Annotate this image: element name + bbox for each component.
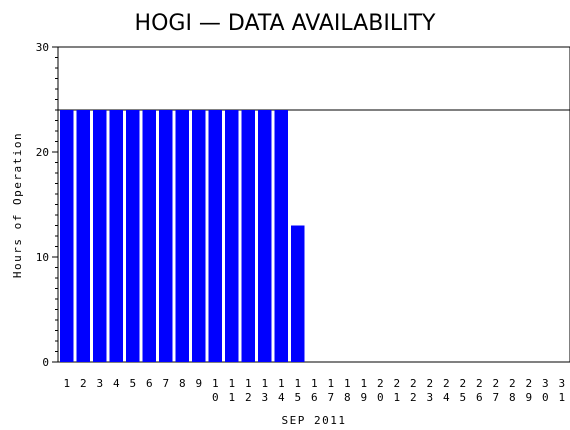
x-tick-label: 1 — [63, 377, 70, 390]
x-axis-label: SEP 2011 — [282, 414, 347, 427]
x-tick-label: 5 — [129, 377, 136, 390]
x-tick-label: 2 — [80, 377, 87, 390]
y-tick-label: 10 — [36, 251, 49, 264]
x-tick-label: 3 — [96, 377, 103, 390]
y-tick-label: 30 — [36, 41, 49, 54]
bar-day-13 — [258, 110, 272, 362]
y-tick-label: 20 — [36, 146, 49, 159]
bar-day-15 — [291, 225, 305, 362]
bar-day-3 — [93, 110, 107, 362]
bar-day-6 — [142, 110, 156, 362]
x-tick-label: 8 — [179, 377, 186, 390]
bar-day-8 — [175, 110, 189, 362]
bar-day-2 — [76, 110, 90, 362]
bar-day-4 — [109, 110, 123, 362]
y-tick-label: 0 — [42, 356, 49, 369]
x-axis: 1 2 3 4 5 6 7 8 9 1 01 11 21 31 41 51 61 71 81 92 02 12 22 32 42… — [63, 377, 565, 404]
bar-day-5 — [126, 110, 140, 362]
y-axis-label: Hours of Operation — [11, 132, 24, 278]
bars — [60, 110, 305, 362]
y-axis: 0 10 20 30 — [36, 41, 58, 369]
bar-day-1 — [60, 110, 74, 362]
bar-day-9 — [192, 110, 206, 362]
x-tick-label: 4 — [113, 377, 120, 390]
bar-day-11 — [225, 110, 239, 362]
x-tick-label: 7 — [162, 377, 169, 390]
chart-title: HOGI — DATA AVAILABILITY — [135, 11, 436, 36]
x-tick-label: 9 — [195, 377, 202, 390]
bar-day-12 — [241, 110, 255, 362]
bar-day-14 — [274, 110, 288, 362]
bar-day-7 — [159, 110, 173, 362]
x-tick-label: 6 — [146, 377, 153, 390]
bar-day-10 — [208, 110, 222, 362]
